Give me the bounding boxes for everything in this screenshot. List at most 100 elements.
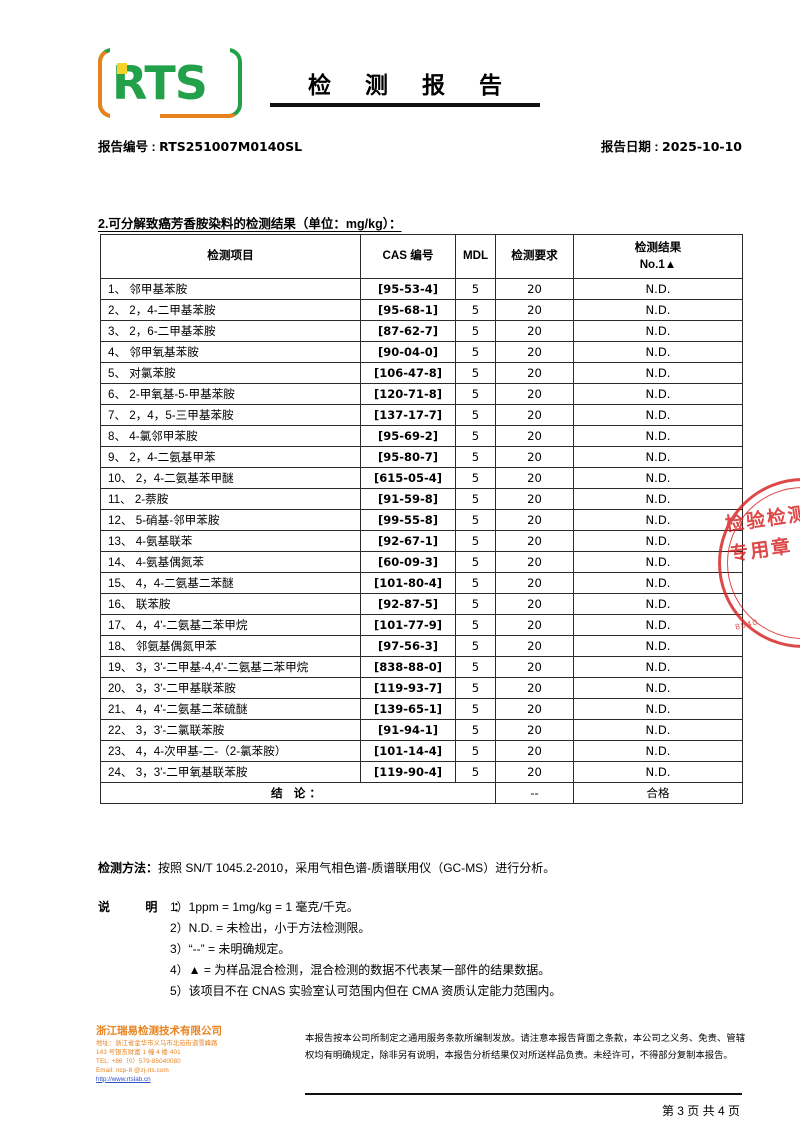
cell-requirement: 20	[495, 698, 574, 720]
cell-result: N.D.	[573, 761, 743, 783]
cell-mdl: 5	[455, 635, 496, 657]
cell-result: N.D.	[573, 698, 743, 720]
notes-block: 说 明： 1）1ppm = 1mg/kg = 1 毫克/千克。 2）N.D. = …	[98, 897, 561, 1002]
note-item: 3）“--” = 未明确规定。	[170, 942, 291, 956]
cell-mdl: 5	[455, 320, 496, 342]
cell-cas: [91-59-8]	[360, 488, 456, 510]
cell-item-index: 6、	[108, 388, 127, 401]
document-title-block: 检 测 报 告	[270, 73, 540, 108]
company-telephone: TEL: +86（0）579-85040080	[96, 1057, 181, 1065]
cell-item: 18、 邻氨基偶氮甲苯	[100, 635, 361, 657]
conclusion-requirement: --	[495, 782, 574, 804]
cell-item-index: 22、	[108, 724, 133, 737]
table-row: 8、 4-氯邻甲苯胺 [95-69-2] 5 20 N.D.	[100, 425, 743, 447]
test-method-label: 检测方法：	[98, 861, 159, 875]
company-address: 地址：浙江省金华市义乌市北苑街道雪峰路	[96, 1039, 218, 1047]
cell-cas: [92-67-1]	[360, 530, 456, 552]
logo-frame-mask-bottom	[110, 111, 160, 121]
cell-item: 11、 2-萘胺	[100, 488, 361, 510]
logo-pencil-tip-icon	[117, 63, 127, 74]
cell-result: N.D.	[573, 425, 743, 447]
cell-mdl: 5	[455, 278, 496, 300]
cell-requirement: 20	[495, 446, 574, 468]
cell-result: N.D.	[573, 530, 743, 552]
cell-item: 8、 4-氯邻甲苯胺	[100, 425, 361, 447]
cell-requirement: 20	[495, 719, 574, 741]
cell-item-name: 4-氨基联苯	[132, 535, 193, 548]
note-item: 5）该项目不在 CNAS 实验室认可范围内但在 CMA 资质认定能力范围内。	[170, 984, 562, 998]
cell-requirement: 20	[495, 635, 574, 657]
cell-item-name: 2，6-二甲基苯胺	[126, 325, 216, 338]
cell-mdl: 5	[455, 677, 496, 699]
cell-requirement: 20	[495, 740, 574, 762]
cell-item-index: 16、	[108, 598, 133, 611]
cell-item-index: 18、	[108, 640, 133, 653]
cell-item-index: 8、	[108, 430, 127, 443]
conclusion-label: 结 论：	[100, 782, 496, 804]
cell-cas: [91-94-1]	[360, 719, 456, 741]
cell-item-name: 4，4'-二氨基二苯甲烷	[132, 619, 248, 632]
cell-mdl: 5	[455, 425, 496, 447]
column-header-cas: CAS 编号	[360, 234, 456, 279]
cell-item-index: 24、	[108, 766, 133, 779]
report-number-value: RTS251007M0140SL	[159, 139, 303, 154]
conclusion-row: 结 论： -- 合格	[100, 782, 743, 804]
cell-item: 5、 对氯苯胺	[100, 362, 361, 384]
cell-item: 19、 3，3'-二甲基-4,4'-二氨基二苯甲烷	[100, 656, 361, 678]
cell-item-name: 2，4，5-三甲基苯胺	[126, 409, 234, 422]
cell-mdl: 5	[455, 614, 496, 636]
cell-item-index: 14、	[108, 556, 133, 569]
cell-item-name: 4，4-二氨基二苯醚	[132, 577, 234, 590]
cell-cas: [137-17-7]	[360, 404, 456, 426]
cell-item-name: 2-甲氧基-5-甲基苯胺	[126, 388, 235, 401]
cell-cas: [119-90-4]	[360, 761, 456, 783]
cell-requirement: 20	[495, 362, 574, 384]
cell-mdl: 5	[455, 719, 496, 741]
company-website-link[interactable]: http://www.rtslab.cn	[96, 1075, 151, 1083]
note-item: 4）▲ = 为样品混合检测，混合检测的数据不代表某一部件的结果数据。	[170, 963, 551, 977]
logo-text: RTS	[112, 56, 208, 110]
report-number-label: 报告编号 :	[98, 140, 156, 154]
cell-item-name: 5-硝基-邻甲苯胺	[132, 514, 220, 527]
cell-requirement: 20	[495, 761, 574, 783]
table-row: 13、 4-氨基联苯 [92-67-1] 5 20 N.D.	[100, 530, 743, 552]
cell-item: 22、 3，3'-二氯联苯胺	[100, 719, 361, 741]
column-header-mdl: MDL	[455, 234, 496, 279]
cell-result: N.D.	[573, 383, 743, 405]
cell-item: 20、 3，3'-二甲基联苯胺	[100, 677, 361, 699]
conclusion-result: 合格	[573, 782, 743, 804]
cell-result: N.D.	[573, 467, 743, 489]
cell-result: N.D.	[573, 719, 743, 741]
cell-item-name: 4-氯邻甲苯胺	[126, 430, 198, 443]
cell-result: N.D.	[573, 593, 743, 615]
report-number-block: 报告编号 : RTS251007M0140SL	[98, 136, 302, 155]
cell-item-name: 邻甲氧基苯胺	[126, 346, 199, 359]
cell-item: 4、 邻甲氧基苯胺	[100, 341, 361, 363]
column-header-result-line1: 检测结果	[634, 240, 682, 254]
cell-item-name: 联苯胺	[132, 598, 171, 611]
results-table: 检测项目 CAS 编号 MDL 检测要求 检测结果 No.1▲ 1、 邻甲基苯胺…	[100, 234, 743, 804]
cell-result: N.D.	[573, 341, 743, 363]
table-row: 6、 2-甲氧基-5-甲基苯胺 [120-71-8] 5 20 N.D.	[100, 383, 743, 405]
cell-mdl: 5	[455, 341, 496, 363]
cell-mdl: 5	[455, 509, 496, 531]
cell-item: 17、 4，4'-二氨基二苯甲烷	[100, 614, 361, 636]
cell-item: 12、 5-硝基-邻甲苯胺	[100, 509, 361, 531]
notes-list: 1）1ppm = 1mg/kg = 1 毫克/千克。 2）N.D. = 未检出，小…	[170, 897, 561, 1002]
cell-item-name: 2，4-二氨基甲苯	[126, 451, 216, 464]
cell-mdl: 5	[455, 488, 496, 510]
cell-item-name: 4，4'-二氨基二苯硫醚	[132, 703, 248, 716]
cell-requirement: 20	[495, 509, 574, 531]
column-header-result-line2: No.1▲	[639, 257, 677, 271]
cell-item-index: 9、	[108, 451, 127, 464]
company-name: 浙江瑞易检测技术有限公司	[96, 1025, 222, 1037]
cell-item: 24、 3，3'-二甲氧基联苯胺	[100, 761, 361, 783]
cell-requirement: 20	[495, 551, 574, 573]
report-meta-row: 报告编号 : RTS251007M0140SL 报告日期 : 2025-10-1…	[0, 136, 800, 164]
cell-item: 7、 2，4，5-三甲基苯胺	[100, 404, 361, 426]
cell-cas: [615-05-4]	[360, 467, 456, 489]
cell-cas: [95-68-1]	[360, 299, 456, 321]
cell-cas: [95-69-2]	[360, 425, 456, 447]
table-row: 14、 4-氨基偶氮苯 [60-09-3] 5 20 N.D.	[100, 551, 743, 573]
cell-item: 21、 4，4'-二氨基二苯硫醚	[100, 698, 361, 720]
